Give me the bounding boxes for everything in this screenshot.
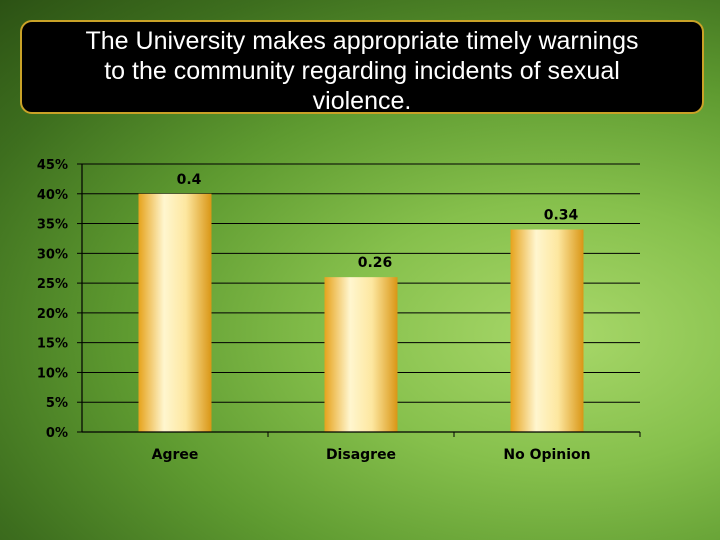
x-category-label: No Opinion — [503, 447, 590, 463]
data-label: 0.34 — [544, 208, 579, 224]
x-category-label: Agree — [152, 447, 199, 463]
data-label: 0.26 — [358, 255, 393, 271]
y-tick-label: 0% — [46, 426, 68, 441]
y-tick-label: 15% — [37, 337, 68, 352]
y-tick-label: 25% — [37, 277, 68, 292]
y-tick-label: 40% — [37, 188, 68, 203]
bar — [324, 277, 398, 432]
chart-title-box: The University makes appropriate timely … — [20, 20, 704, 115]
y-tick-label: 20% — [37, 307, 68, 322]
bar — [138, 193, 212, 432]
y-tick-label: 30% — [37, 247, 68, 262]
bar — [510, 229, 584, 432]
data-label: 0.4 — [177, 172, 202, 188]
y-tick-label: 45% — [37, 158, 68, 173]
y-tick-label: 35% — [37, 218, 68, 233]
x-category-label: Disagree — [326, 447, 396, 463]
chart-title: The University makes appropriate timely … — [85, 27, 639, 115]
y-tick-label: 5% — [46, 396, 68, 411]
y-tick-label: 10% — [37, 366, 68, 381]
